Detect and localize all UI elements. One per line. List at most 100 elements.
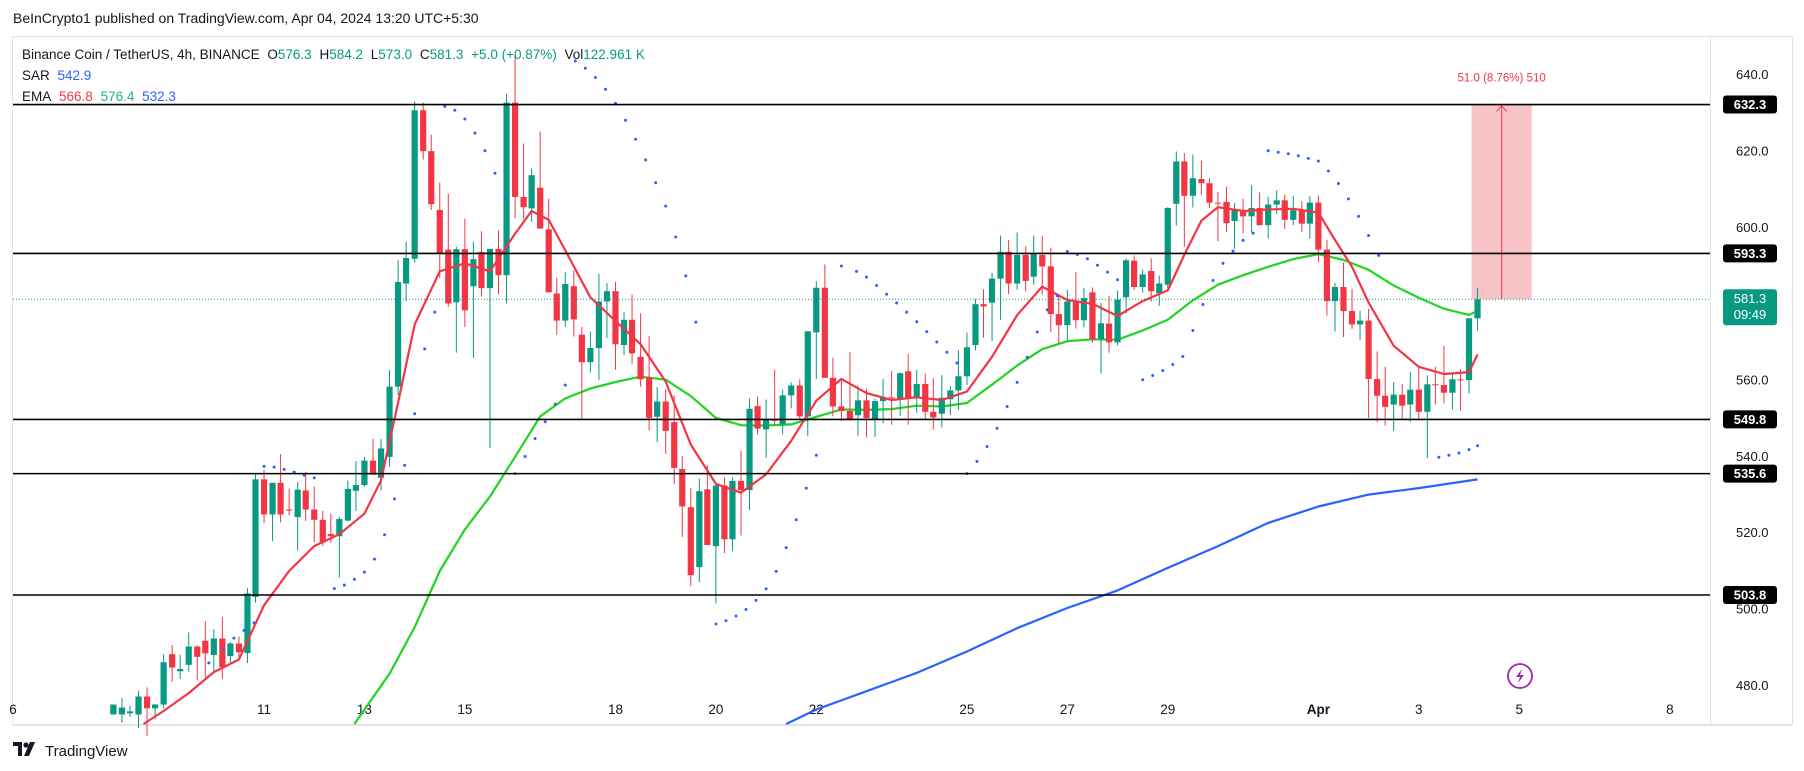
ema-mid-path <box>353 253 1478 725</box>
candle-body <box>1039 254 1046 267</box>
sar-dot <box>1306 156 1310 160</box>
candle-body <box>1457 379 1464 381</box>
candle-body <box>829 377 836 407</box>
sar-dot <box>433 310 437 314</box>
candle-body <box>1256 207 1263 226</box>
candle-body <box>344 488 351 521</box>
sar-dot <box>533 437 537 441</box>
candle-body <box>1465 318 1473 381</box>
time-tick-label: 3 <box>1415 702 1423 717</box>
candle-body <box>754 406 761 429</box>
level-tag-text: 549.8 <box>1734 412 1767 427</box>
measure-tool[interactable]: 51.0 (8.76%) 510 <box>1458 73 1546 300</box>
sar-dot <box>744 608 748 611</box>
candle-body <box>729 480 736 540</box>
legend-ema-mid-value: 576.4 <box>100 89 135 104</box>
candle-body <box>327 533 334 537</box>
legend-symbol[interactable]: Binance Coin / TetherUS, 4h, BINANCE <box>22 47 260 62</box>
sar-dot <box>272 465 276 469</box>
sar-dot <box>393 497 397 501</box>
ema-fast-line <box>142 206 1479 725</box>
candle-body <box>1399 394 1406 406</box>
candle-body <box>1198 178 1205 184</box>
candle-body <box>854 400 862 416</box>
candle-body <box>863 400 870 418</box>
candle-body <box>235 643 243 653</box>
legend-ema-row[interactable]: EMA 566.8 576.4 532.3 <box>22 86 649 107</box>
last-price-tag-text: 581.3 <box>1734 291 1767 306</box>
candle-body <box>788 385 795 396</box>
candle-body <box>1474 299 1481 319</box>
horizontal-levels[interactable]: 632.3 593.3 549.8 535.6 503.8 <box>13 95 1777 604</box>
lightning-icon[interactable] <box>1507 663 1533 689</box>
sar-dot <box>1161 369 1165 373</box>
sar-dot <box>583 66 587 70</box>
candle-body <box>461 249 468 311</box>
candle-body <box>603 291 611 302</box>
candle-body <box>1382 395 1389 407</box>
sar-dot <box>875 283 879 287</box>
candle-body <box>1331 286 1339 302</box>
sar-dot <box>1367 233 1371 237</box>
candle-body <box>963 347 971 377</box>
sar-dot <box>624 118 628 122</box>
sar-dot <box>332 587 336 591</box>
sar-dot <box>403 463 407 467</box>
sar-dot <box>483 149 487 153</box>
sar-dot <box>1191 329 1195 333</box>
price-tick-label: 600.0 <box>1736 220 1769 235</box>
candle-body <box>612 291 619 345</box>
candle-body <box>988 278 996 303</box>
sar-dot <box>252 621 256 625</box>
candle-body <box>302 490 309 510</box>
sar-dot <box>885 292 889 296</box>
sar-dot <box>1467 448 1471 452</box>
legend-ohlc-row: Binance Coin / TetherUS, 4h, BINANCE O57… <box>22 44 649 65</box>
candle-body <box>1374 378 1381 396</box>
candle-body <box>185 646 192 665</box>
sar-dot <box>1286 152 1290 156</box>
measure-arrow-head <box>1496 104 1508 112</box>
candle-body <box>202 640 209 654</box>
tradingview-brand: TradingView <box>45 743 128 760</box>
sar-dot <box>1106 270 1110 274</box>
level-tag <box>1723 464 1777 483</box>
candle-body <box>244 593 251 654</box>
candle-body <box>1014 254 1021 284</box>
sar-dot <box>362 570 366 574</box>
candle-body <box>662 401 669 431</box>
sar-dot <box>553 402 557 406</box>
time-tick-label: 6 <box>9 702 17 717</box>
sar-dot <box>634 137 638 141</box>
sar-dot <box>1377 253 1381 257</box>
time-axis[interactable]: 68111315182022252729Apr358 <box>9 702 1673 717</box>
price-tick-label: 500.0 <box>1736 602 1769 617</box>
publisher-line: BeInCrypto1 published on TradingView.com… <box>13 10 479 26</box>
legend-sar-row[interactable]: SAR 542.9 <box>22 65 649 86</box>
candle-body <box>1298 210 1305 224</box>
candle-body <box>578 334 585 363</box>
candle-body <box>1005 251 1012 284</box>
sar-dot <box>222 648 226 652</box>
sar-dot <box>764 587 768 591</box>
sar-dot <box>1151 374 1155 378</box>
price-tick-label: 520.0 <box>1736 525 1769 540</box>
candle-body <box>620 319 628 346</box>
candle-body <box>930 411 937 418</box>
level-tag <box>1723 244 1777 263</box>
candle-body <box>369 460 377 475</box>
candle-body <box>1131 260 1138 287</box>
legend-ema-label: EMA <box>22 89 52 104</box>
sar-dot <box>1296 154 1300 158</box>
candle-body <box>1105 323 1113 343</box>
level-tag <box>1723 410 1777 429</box>
candle-body <box>871 401 879 420</box>
sar-dot <box>1476 444 1480 448</box>
tradingview-footer[interactable]: TradingView <box>13 742 128 761</box>
sar-dot <box>684 274 688 278</box>
time-tick-label: 25 <box>959 702 974 717</box>
sar-dot <box>593 75 597 79</box>
legend-open-value: 576.3 <box>277 47 312 62</box>
candle-body <box>779 395 786 425</box>
